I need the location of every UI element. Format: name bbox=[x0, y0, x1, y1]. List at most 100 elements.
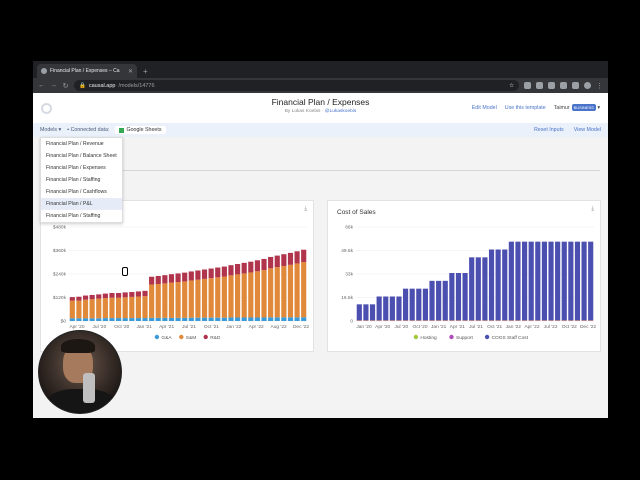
bar-segment[interactable] bbox=[268, 268, 274, 318]
bar-segment[interactable] bbox=[221, 317, 227, 321]
bar-segment[interactable] bbox=[261, 258, 267, 271]
bar-segment[interactable] bbox=[82, 318, 89, 321]
bar-segment[interactable] bbox=[528, 320, 534, 321]
bar-segment[interactable] bbox=[201, 269, 208, 279]
bar-segment[interactable] bbox=[89, 318, 95, 321]
models-menu-item[interactable]: Financial Plan / Cashflows bbox=[46, 189, 107, 195]
bar-segment[interactable] bbox=[482, 320, 488, 321]
bar-segment[interactable] bbox=[495, 320, 501, 321]
bar-segment[interactable] bbox=[102, 318, 108, 321]
bar-segment[interactable] bbox=[522, 320, 528, 321]
bar-segment[interactable] bbox=[429, 320, 435, 321]
bar-segment[interactable] bbox=[369, 304, 376, 321]
bar-segment[interactable] bbox=[281, 254, 287, 266]
bar-segment[interactable] bbox=[356, 304, 362, 321]
bar-segment[interactable] bbox=[168, 317, 175, 321]
bar-segment[interactable] bbox=[215, 267, 221, 278]
bar-segment[interactable] bbox=[261, 317, 267, 321]
view-model-link[interactable]: View Model bbox=[573, 127, 601, 133]
bar-segment[interactable] bbox=[195, 279, 201, 318]
bar-segment[interactable] bbox=[235, 264, 241, 275]
bar-segment[interactable] bbox=[588, 241, 594, 321]
bar-segment[interactable] bbox=[409, 320, 415, 321]
google-sheets-button[interactable]: Google Sheets bbox=[115, 126, 166, 134]
bar-segment[interactable] bbox=[294, 317, 300, 321]
bar-segment[interactable] bbox=[69, 297, 75, 301]
bar-segment[interactable] bbox=[429, 280, 435, 321]
bar-segment[interactable] bbox=[383, 320, 389, 321]
kebab-menu-icon[interactable]: ⋮ bbox=[596, 82, 603, 90]
bar-segment[interactable] bbox=[69, 300, 75, 319]
bar-segment[interactable] bbox=[416, 288, 422, 321]
bar-segment[interactable] bbox=[436, 320, 442, 321]
bar-segment[interactable] bbox=[215, 317, 221, 321]
bar-segment[interactable] bbox=[369, 320, 376, 321]
bar-segment[interactable] bbox=[281, 265, 287, 318]
new-tab-icon[interactable]: + bbox=[143, 67, 148, 76]
bar-segment[interactable] bbox=[109, 297, 115, 319]
bar-segment[interactable] bbox=[455, 320, 462, 321]
bar-segment[interactable] bbox=[555, 241, 561, 321]
bar-segment[interactable] bbox=[248, 261, 254, 273]
bar-segment[interactable] bbox=[363, 320, 369, 321]
bar-segment[interactable] bbox=[201, 278, 208, 318]
bar-segment[interactable] bbox=[376, 320, 382, 321]
bar-segment[interactable] bbox=[574, 320, 581, 321]
bar-segment[interactable] bbox=[475, 320, 481, 321]
bar-segment[interactable] bbox=[168, 282, 175, 318]
bar-segment[interactable] bbox=[508, 241, 514, 321]
models-dropdown[interactable]: Models ▾ bbox=[40, 127, 62, 133]
bar-segment[interactable] bbox=[515, 320, 521, 321]
bar-segment[interactable] bbox=[495, 249, 501, 321]
bar-segment[interactable] bbox=[508, 320, 514, 321]
bar-segment[interactable] bbox=[228, 265, 234, 276]
models-menu-item[interactable]: Financial Plan / Staffing bbox=[46, 177, 101, 183]
bar-segment[interactable] bbox=[568, 241, 574, 321]
profile-avatar-icon[interactable] bbox=[584, 82, 591, 89]
models-menu-item[interactable]: Financial Plan / Revenue bbox=[46, 141, 104, 147]
bar-segment[interactable] bbox=[142, 296, 148, 319]
bar-segment[interactable] bbox=[182, 317, 188, 321]
bar-segment[interactable] bbox=[535, 320, 541, 321]
bar-segment[interactable] bbox=[89, 299, 95, 319]
bar-segment[interactable] bbox=[129, 318, 135, 321]
bar-segment[interactable] bbox=[208, 278, 214, 318]
bar-segment[interactable] bbox=[201, 317, 208, 321]
bar-segment[interactable] bbox=[541, 320, 547, 321]
legend-label[interactable]: R&D bbox=[210, 335, 221, 341]
models-menu-item[interactable]: Financial Plan / Expenses bbox=[46, 165, 106, 171]
bar-segment[interactable] bbox=[69, 318, 75, 321]
models-menu-item[interactable]: Financial Plan / Balance Sheet bbox=[46, 153, 117, 159]
bar-segment[interactable] bbox=[555, 320, 561, 321]
bar-segment[interactable] bbox=[502, 320, 508, 321]
download-icon[interactable]: ⤓ bbox=[304, 206, 307, 212]
bar-segment[interactable] bbox=[149, 276, 155, 285]
bar-segment[interactable] bbox=[254, 260, 260, 272]
bar-segment[interactable] bbox=[168, 274, 175, 283]
bar-segment[interactable] bbox=[469, 257, 475, 321]
bar-segment[interactable] bbox=[195, 270, 201, 280]
bar-segment[interactable] bbox=[475, 257, 481, 321]
bar-segment[interactable] bbox=[248, 317, 254, 321]
bar-segment[interactable] bbox=[522, 241, 528, 321]
bar-segment[interactable] bbox=[228, 317, 234, 321]
bar-segment[interactable] bbox=[182, 281, 188, 318]
bar-segment[interactable] bbox=[436, 280, 442, 321]
bar-segment[interactable] bbox=[396, 320, 402, 321]
bar-segment[interactable] bbox=[261, 270, 267, 318]
extension-icon[interactable] bbox=[548, 82, 555, 89]
bar-segment[interactable] bbox=[363, 304, 369, 321]
bar-segment[interactable] bbox=[188, 271, 194, 281]
bar-segment[interactable] bbox=[442, 280, 448, 321]
bar-segment[interactable] bbox=[175, 317, 181, 321]
bar-segment[interactable] bbox=[208, 317, 214, 321]
bar-segment[interactable] bbox=[235, 317, 241, 321]
bar-segment[interactable] bbox=[96, 294, 102, 299]
bar-segment[interactable] bbox=[254, 317, 260, 321]
causal-logo-icon[interactable] bbox=[41, 102, 52, 114]
bar-segment[interactable] bbox=[482, 257, 488, 321]
bar-segment[interactable] bbox=[149, 317, 155, 321]
bar-segment[interactable] bbox=[268, 256, 274, 269]
bar-segment[interactable] bbox=[588, 320, 594, 321]
use-template-link[interactable]: Use this template bbox=[504, 105, 546, 111]
